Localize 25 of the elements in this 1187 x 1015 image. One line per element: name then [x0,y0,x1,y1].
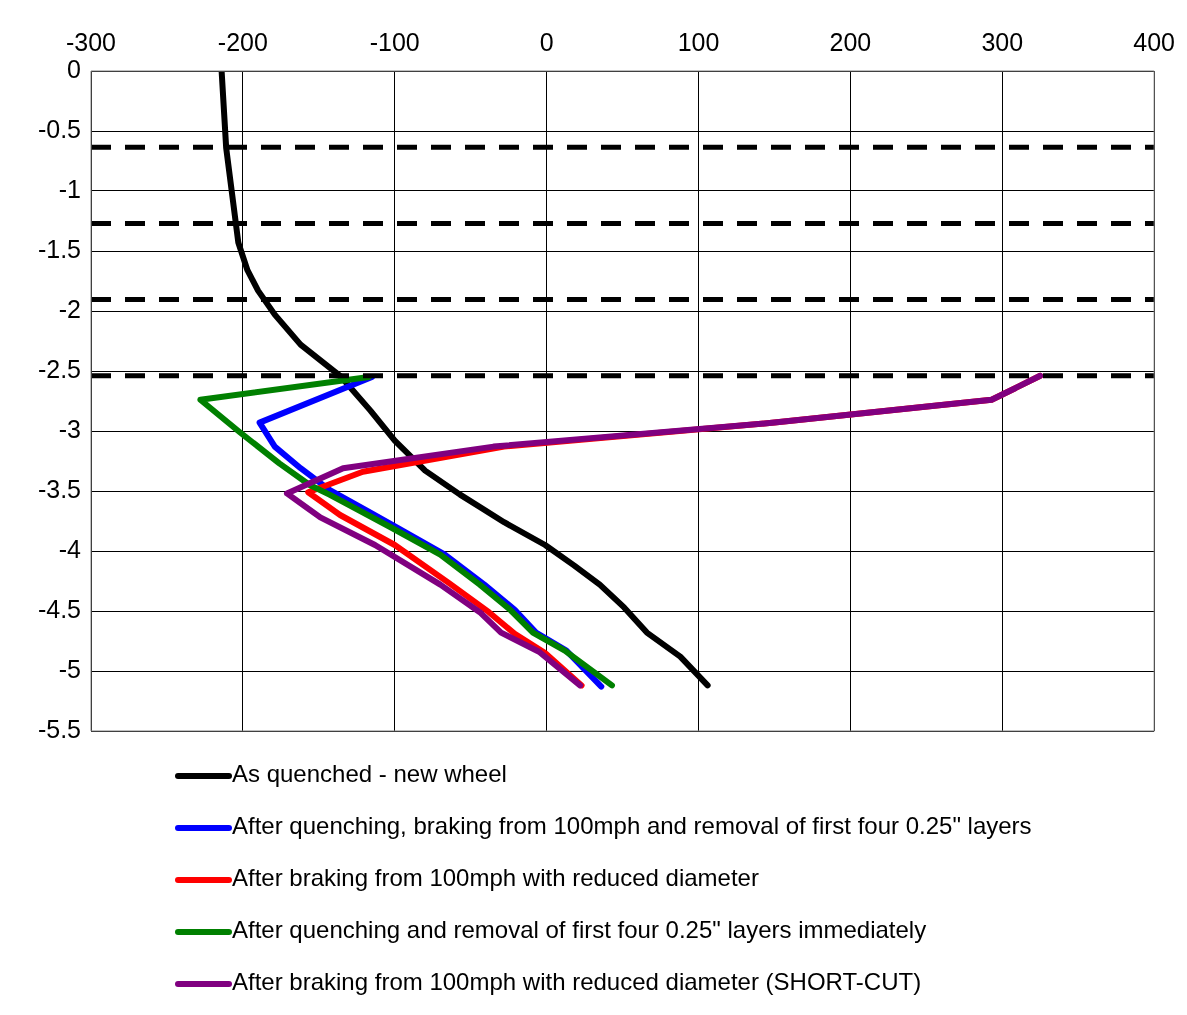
legend-label: After quenching and removal of first four 0.25" layers immediately [232,916,927,943]
x-tick-label: 300 [981,27,1024,56]
y-tick-label: -4 [58,534,82,563]
y-tick-label: -1.5 [37,234,81,263]
x-tick-label: 0 [539,27,554,56]
y-tick-label: -2 [58,294,81,323]
y-tick-label: -4.5 [37,594,81,623]
y-tick-label: -5 [58,654,81,683]
y-tick-label: -2.5 [37,354,81,383]
y-tick-label: -1 [58,174,81,203]
x-tick-label: -100 [369,27,420,56]
x-tick-label: -200 [217,27,268,56]
x-tick-label: 400 [1133,27,1175,56]
y-tick-label: -0.5 [37,114,81,143]
legend-label: After braking from 100mph with reduced diameter (SHORT-CUT) [232,968,922,995]
x-tick-label: 200 [829,27,872,56]
legend-label: As quenched - new wheel [232,760,507,787]
legend-label: After braking from 100mph with reduced diameter [232,864,759,891]
legend-label: After quenching, braking from 100mph and removal of first four 0.25" layers [232,812,1032,839]
y-tick-label: 0 [67,54,81,83]
x-tick-label: 100 [677,27,720,56]
y-tick-label: -5.5 [37,714,81,743]
y-tick-label: -3.5 [37,474,81,503]
y-tick-label: -3 [58,414,81,443]
x-tick-label: -300 [65,27,117,56]
